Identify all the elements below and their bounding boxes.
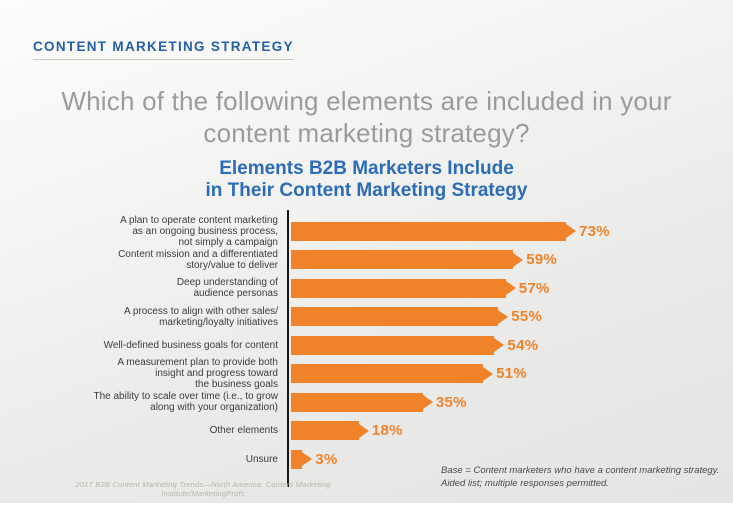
bar-area: 51% [287, 364, 528, 384]
category-label: A process to align with other sales/ mar… [124, 305, 278, 328]
value-label: 51% [496, 365, 528, 383]
category-label: Other elements [209, 425, 278, 437]
bar-arrow-tip [566, 224, 576, 239]
chart-title-line-2: in Their Content Marketing Strategy [205, 179, 528, 201]
value-label: 54% [507, 336, 539, 354]
bar-arrow-tip [422, 395, 433, 410]
bar [291, 221, 566, 241]
bar-area: 73% [287, 221, 610, 241]
source-footnote: 2017 B2B Content Marketing Trends—North … [75, 480, 331, 498]
bar-area: 54% [287, 335, 539, 355]
base-footnote-line-2: Aided list; multiple responses permitted… [441, 478, 609, 490]
chart-row: Content mission and a differentiated sto… [62, 245, 702, 274]
chart-row: Deep understanding of audience personas 5… [62, 274, 702, 303]
chart-row: The ability to scale over time (i.e., to… [62, 388, 702, 417]
value-label: 73% [579, 222, 610, 240]
chart-row: Unsure 3% [62, 445, 702, 474]
bar [291, 421, 359, 441]
y-axis-line [287, 209, 289, 488]
value-label: 57% [518, 279, 550, 297]
base-footnote: Base = Content marketers who have a cont… [441, 465, 721, 491]
bar-area: 18% [287, 421, 403, 441]
header: CONTENT MARKETING STRATEGY [0, 0, 733, 60]
bar [291, 364, 484, 384]
bar-area: 55% [287, 307, 543, 327]
value-label: 3% [315, 450, 338, 468]
category-label: Content mission and a differentiated sto… [118, 248, 278, 271]
bar-arrow-tip [483, 366, 494, 381]
bar-area: 3% [287, 449, 338, 469]
bar [291, 307, 499, 327]
bar-area: 59% [287, 250, 558, 270]
bar-area: 57% [287, 278, 550, 298]
value-label: 59% [526, 251, 558, 269]
bar [291, 392, 423, 412]
value-label: 35% [435, 393, 467, 411]
bar [291, 250, 514, 270]
chart-row: A measurement plan to provide both insig… [62, 357, 702, 391]
category-label: The ability to scale over time (i.e., to… [93, 391, 278, 414]
base-footnote-line-1: Base = Content marketers who have a cont… [441, 465, 720, 477]
bar-rows: A plan to operate content marketing as a… [62, 209, 702, 488]
page-title: CONTENT MARKETING STRATEGY [33, 39, 294, 60]
bar [291, 278, 506, 298]
chart-row: Well-defined business goals for content 5… [62, 331, 702, 360]
question-heading: Which of the following elements are incl… [61, 86, 672, 148]
value-label: 18% [371, 422, 403, 440]
category-label: Unsure [245, 453, 278, 465]
bar-arrow-tip [302, 452, 313, 467]
chart-title: Elements B2B Marketers Include in Their … [0, 158, 733, 201]
value-label: 55% [511, 308, 543, 326]
chart-row: A plan to operate content marketing as a… [62, 214, 702, 248]
bar-arrow-tip [498, 309, 509, 324]
bar [291, 449, 303, 469]
bar-arrow-tip [494, 338, 505, 353]
bar-arrow-tip [505, 281, 516, 296]
chart-row: Other elements 18% [62, 416, 702, 445]
bar-chart: A plan to operate content marketing as a… [62, 209, 702, 488]
category-label: A plan to operate content marketing as a… [120, 214, 278, 248]
bar [291, 335, 495, 355]
chart-title-line-1: Elements B2B Marketers Include [219, 158, 514, 180]
chart-row: A process to align with other sales/ mar… [62, 302, 702, 331]
bar-arrow-tip [513, 252, 524, 267]
category-label: A measurement plan to provide both insig… [117, 357, 278, 391]
bar-arrow-tip [358, 423, 369, 438]
bar-area: 35% [287, 392, 467, 412]
category-label: Well-defined business goals for content [103, 339, 278, 351]
category-label: Deep understanding of audience personas [176, 277, 278, 300]
